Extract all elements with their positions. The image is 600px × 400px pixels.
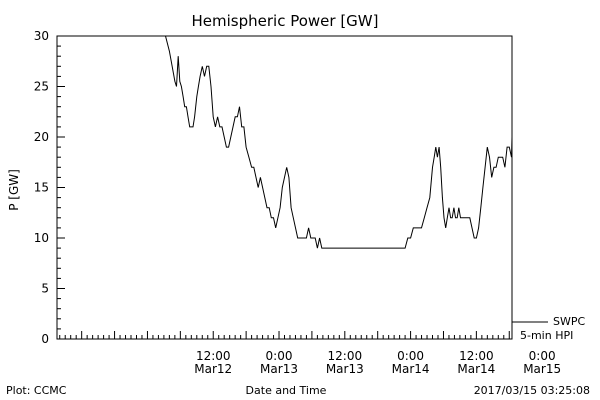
x-axis-label: Date and Time xyxy=(246,384,327,397)
y-tick-label: 30 xyxy=(34,29,49,43)
x-tick-time-label: 0:00 xyxy=(266,349,293,363)
y-tick-label: 5 xyxy=(41,282,49,296)
x-tick-date-label: Mar14 xyxy=(392,362,430,376)
y-tick-label: 15 xyxy=(34,181,49,195)
y-tick-label: 10 xyxy=(34,231,49,245)
series-line-swpc xyxy=(163,35,513,249)
x-tick-date-label: Mar13 xyxy=(326,362,364,376)
x-tick-date-label: Mar12 xyxy=(194,362,232,376)
x-tick-date-label: Mar13 xyxy=(260,362,298,376)
plot-frame xyxy=(56,35,513,340)
x-tick-time-label: 0:00 xyxy=(529,349,556,363)
x-axis: 12:00Mar120:00Mar1312:00Mar130:00Mar1412… xyxy=(59,331,561,376)
plot-credit: Plot: CCMC xyxy=(6,384,67,397)
x-tick-time-label: 12:00 xyxy=(328,349,363,363)
chart-title: Hemispheric Power [GW] xyxy=(192,12,379,30)
x-tick-time-label: 0:00 xyxy=(397,349,424,363)
x-tick-time-label: 12:00 xyxy=(459,349,494,363)
y-axis: 0 5 10 15 20 25 30 xyxy=(34,29,65,346)
plot-timestamp: 2017/03/15 03:25:08 xyxy=(474,384,590,397)
series-layer xyxy=(163,35,513,249)
y-axis-label: P [GW] xyxy=(7,169,21,211)
legend-label: SWPC xyxy=(553,315,585,328)
y-tick-label: 20 xyxy=(34,130,49,144)
y-tick-label: 0 xyxy=(41,332,49,346)
y-tick-label: 25 xyxy=(34,80,49,94)
x-tick-date-label: Mar15 xyxy=(523,362,561,376)
x-tick-time-label: 12:00 xyxy=(196,349,231,363)
x-tick-date-label: Mar14 xyxy=(457,362,495,376)
legend-label: 5-min HPI xyxy=(520,329,573,342)
